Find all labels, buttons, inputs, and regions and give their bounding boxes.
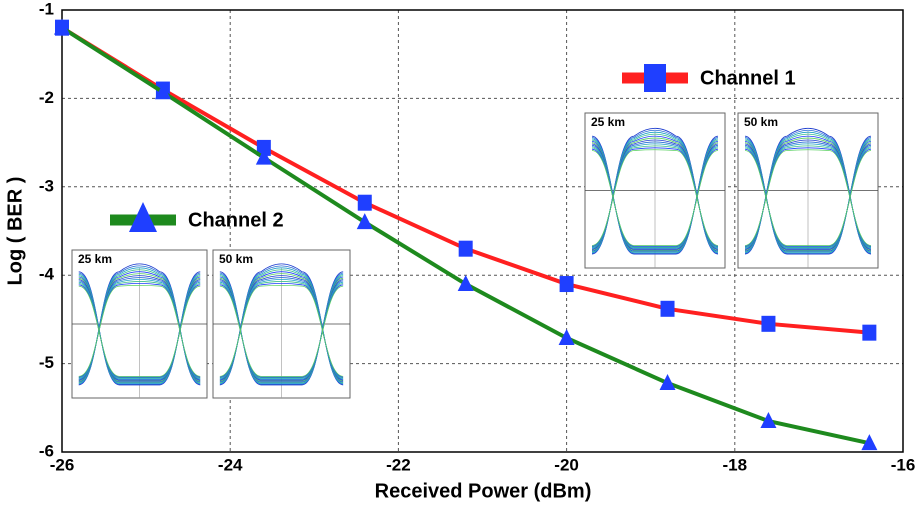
marker xyxy=(560,276,574,292)
x-tick-label: -22 xyxy=(386,455,411,474)
inset-label: 50 km xyxy=(219,252,253,266)
marker xyxy=(458,275,474,291)
eye-diagram-inset: 50 km xyxy=(738,113,878,268)
y-tick-label: -2 xyxy=(39,88,54,107)
x-tick-label: -20 xyxy=(554,455,579,474)
marker xyxy=(661,301,675,317)
eye-diagram-inset: 25 km xyxy=(585,113,725,268)
legend-marker xyxy=(644,64,666,92)
marker xyxy=(358,195,372,211)
marker xyxy=(459,241,473,257)
x-tick-label: -24 xyxy=(218,455,243,474)
marker xyxy=(862,325,876,341)
legend-label: Channel 2 xyxy=(188,209,284,231)
x-tick-label: -18 xyxy=(723,455,748,474)
chart: Received Power (dBm) Log ( BER ) -6-5-4-… xyxy=(0,0,921,507)
eye-diagram-inset: 50 km xyxy=(213,250,350,398)
legend-label: Channel 1 xyxy=(700,67,796,89)
inset-label: 25 km xyxy=(78,252,112,266)
y-tick-label: -3 xyxy=(39,176,54,195)
y-tick-label: -1 xyxy=(39,0,54,18)
y-tick-label: -5 xyxy=(39,353,54,372)
y-axis-label: Log ( BER ) xyxy=(4,177,26,286)
marker xyxy=(761,316,775,332)
x-tick-label: -26 xyxy=(50,455,75,474)
x-tick-label: -16 xyxy=(891,455,916,474)
x-axis-label: Received Power (dBm) xyxy=(375,480,592,502)
marker xyxy=(357,213,373,229)
y-tick-label: -4 xyxy=(39,265,55,284)
inset-label: 50 km xyxy=(744,115,778,129)
eye-diagram-inset: 25 km xyxy=(72,250,207,398)
inset-label: 25 km xyxy=(591,115,625,129)
